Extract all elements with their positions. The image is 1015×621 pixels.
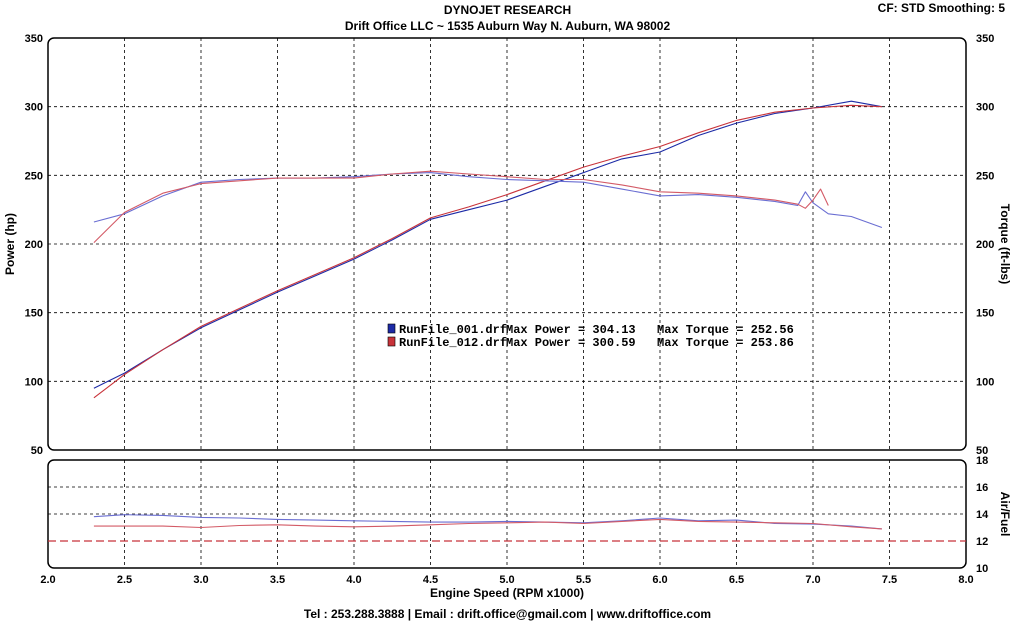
legend-swatch-run1	[387, 323, 396, 334]
chart-title: DYNOJET RESEARCH	[443, 3, 572, 17]
legend-swatch-run2	[387, 336, 396, 347]
torque-line-run2	[93, 170, 829, 243]
afr-line-run2	[93, 518, 882, 530]
x-tick-label: 4.0	[346, 574, 361, 586]
x-tick-label: 4.5	[423, 574, 438, 586]
legend-file-run2: RunFile_012.drf	[399, 336, 507, 350]
chart-subtitle: Drift Office LLC ~ 1535 Auburn Way N. Au…	[344, 19, 671, 33]
y2-tick-label: 200	[976, 239, 994, 251]
x-tick-label: 3.0	[193, 574, 208, 586]
afr-tick-label: 10	[976, 563, 988, 575]
y2-axis-label: Torque (ft-lbs)	[998, 204, 1012, 284]
x-tick-label: 6.5	[729, 574, 744, 586]
y-tick-label: 150	[25, 308, 43, 320]
y-tick-label: 200	[25, 239, 43, 251]
x-tick-label: 6.0	[652, 574, 667, 586]
y2-tick-label: 250	[976, 170, 994, 182]
legend-max-power-run1: Max Power = 304.13	[506, 323, 636, 337]
y2-tick-label: 100	[976, 376, 994, 388]
afr-tick-label: 18	[976, 455, 988, 467]
y-tick-label: 250	[25, 170, 43, 182]
afr-tick-label: 16	[976, 482, 988, 494]
torque-line-run1	[93, 172, 883, 229]
y2-tick-label: 350	[976, 33, 994, 45]
y2-tick-label: 300	[976, 102, 994, 114]
y2-tick-label: 50	[976, 445, 988, 457]
afr-axis-label: Air/Fuel	[998, 492, 1012, 537]
y-axis-label: Power (hp)	[3, 213, 17, 275]
correction-smoothing-label: CF: STD Smoothing: 5	[877, 1, 1005, 15]
legend-max-power-run2: Max Power = 300.59	[506, 336, 636, 350]
power-line-run1	[93, 100, 882, 389]
y-tick-label: 350	[25, 33, 43, 45]
y2-tick-label: 150	[976, 308, 994, 320]
y-tick-label: 300	[25, 102, 43, 114]
legend-max-torque-run2: Max Torque = 253.86	[657, 336, 794, 350]
x-tick-label: 5.5	[576, 574, 591, 586]
footer-contact: Tel : 253.288.3888 | Email : drift.offic…	[303, 607, 712, 621]
x-tick-label: 3.5	[270, 574, 285, 586]
x-tick-label: 7.5	[882, 574, 897, 586]
power-line-run2	[93, 104, 882, 399]
x-tick-label: 8.0	[958, 574, 973, 586]
y-tick-label: 100	[25, 376, 43, 388]
x-axis-label: Engine Speed (RPM x1000)	[430, 586, 584, 600]
x-tick-label: 2.0	[40, 574, 55, 586]
legend-file-run1: RunFile_001.drf	[399, 323, 507, 337]
x-tick-label: 2.5	[117, 574, 132, 586]
afr-tick-label: 12	[976, 536, 988, 548]
afr-line-run1	[93, 514, 882, 530]
x-tick-label: 7.0	[805, 574, 820, 586]
afr-tick-label: 14	[976, 509, 989, 521]
x-tick-label: 5.0	[499, 574, 514, 586]
y-tick-label: 50	[31, 445, 43, 457]
legend-max-torque-run1: Max Torque = 252.56	[657, 323, 794, 337]
